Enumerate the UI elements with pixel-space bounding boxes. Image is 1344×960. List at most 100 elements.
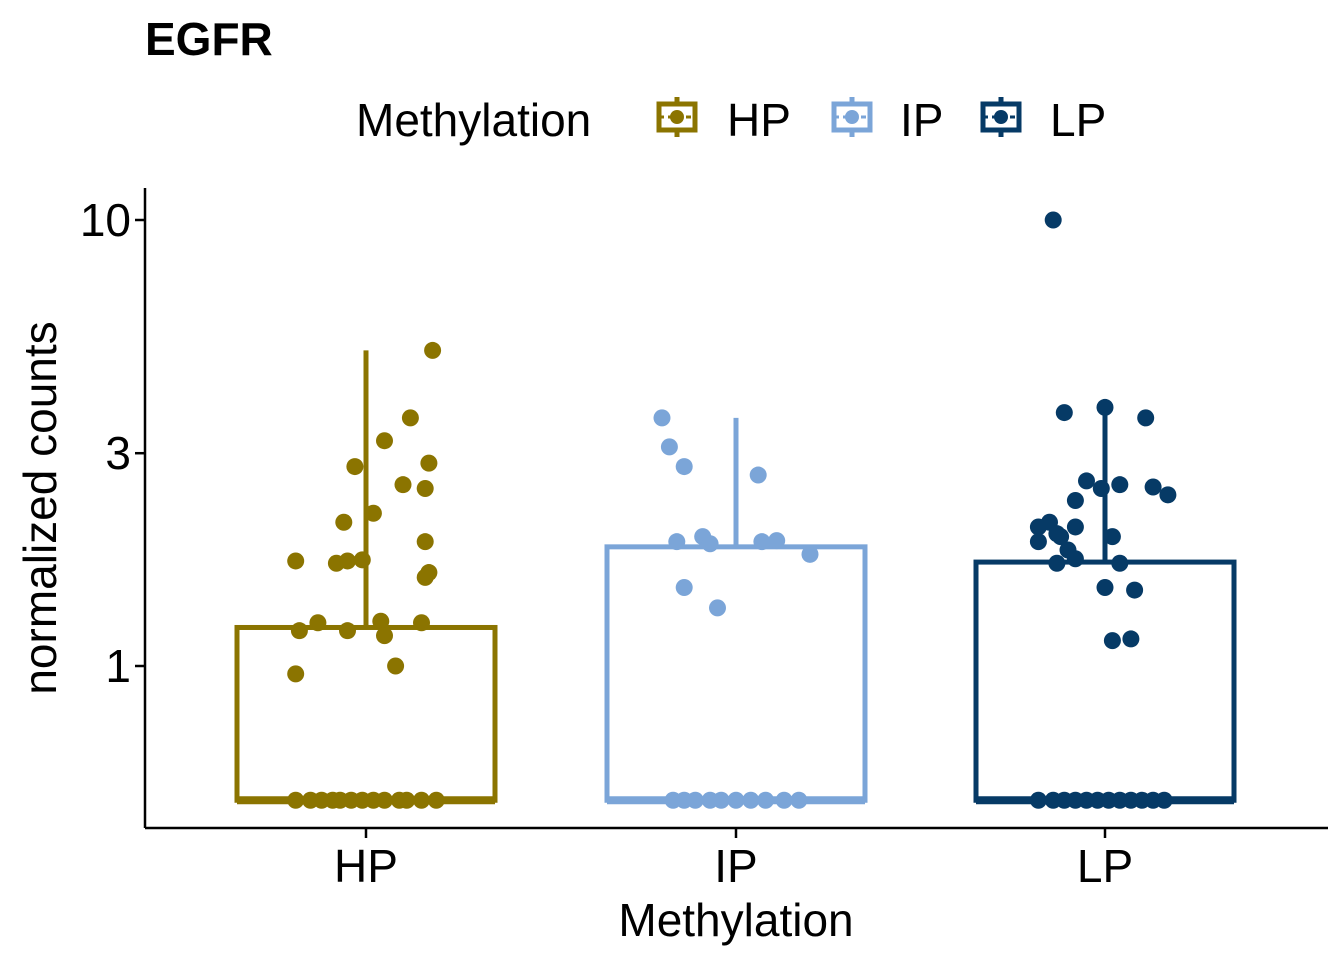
data-point	[768, 532, 786, 550]
data-point	[413, 791, 430, 809]
data-point	[427, 791, 445, 809]
data-point	[709, 599, 726, 617]
data-point	[1066, 550, 1084, 568]
legend-key-lp	[980, 97, 1022, 137]
data-point	[1155, 791, 1173, 809]
box-hp	[234, 350, 498, 805]
y-tick-label: 1	[105, 640, 131, 692]
data-point	[775, 791, 793, 809]
data-point	[1048, 554, 1066, 572]
x-tick-label: LP	[1077, 840, 1133, 892]
data-point	[653, 409, 671, 427]
data-point	[394, 476, 412, 494]
data-point	[1052, 528, 1070, 546]
data-point	[335, 513, 353, 531]
data-point	[1111, 476, 1129, 494]
data-point	[1144, 478, 1162, 496]
legend-key-hp	[656, 97, 698, 137]
data-point	[1044, 211, 1062, 229]
data-point	[701, 535, 719, 553]
data-point	[1029, 791, 1047, 809]
data-point	[416, 533, 434, 551]
data-point	[387, 657, 405, 675]
points-lp	[1029, 211, 1177, 809]
box-lp	[973, 407, 1237, 805]
data-point	[660, 438, 678, 456]
data-point	[376, 432, 393, 450]
data-point	[1126, 581, 1144, 599]
data-point	[372, 612, 390, 630]
data-point	[346, 458, 364, 476]
data-point	[727, 791, 745, 809]
data-point	[1111, 554, 1129, 572]
data-point	[1092, 480, 1110, 498]
data-point	[376, 627, 393, 645]
data-point	[416, 568, 434, 586]
data-point	[686, 791, 704, 809]
legend-label: HP	[727, 94, 791, 146]
data-point	[339, 552, 356, 570]
data-point	[1137, 409, 1155, 427]
data-point	[749, 466, 767, 484]
legend-point	[994, 110, 1008, 124]
data-point	[287, 552, 305, 570]
data-point	[401, 409, 419, 427]
data-point	[1029, 518, 1047, 536]
data-point	[1103, 632, 1121, 650]
y-tick-label: 10	[80, 194, 131, 246]
data-point	[364, 504, 382, 522]
x-tick-label: HP	[334, 840, 398, 892]
data-point	[757, 791, 775, 809]
data-point	[398, 791, 416, 809]
points-hp	[287, 341, 445, 809]
x-tick-label: IP	[714, 840, 757, 892]
box-rect	[234, 624, 498, 803]
data-point	[1103, 528, 1121, 546]
data-point	[1029, 533, 1047, 551]
data-point	[287, 665, 305, 683]
legend-title: Methylation	[356, 94, 591, 146]
data-point	[413, 614, 430, 632]
data-point	[1078, 472, 1095, 490]
y-tick-label: 3	[105, 427, 131, 479]
legend-point	[670, 110, 684, 124]
data-point	[290, 622, 308, 640]
legend-label: LP	[1050, 94, 1106, 146]
data-point	[1096, 578, 1114, 596]
legend: Methylation HP IP LP	[356, 94, 1106, 146]
data-point	[376, 791, 393, 809]
data-point	[287, 791, 305, 809]
legend-label: IP	[900, 94, 943, 146]
legend-point	[845, 110, 859, 124]
plot-area: 1 3 10 HP IP LP	[80, 188, 1328, 892]
data-point	[1159, 486, 1177, 504]
data-point	[424, 341, 442, 359]
data-point	[675, 458, 693, 476]
data-point	[1096, 398, 1114, 416]
box-rect	[973, 559, 1237, 803]
data-point	[742, 791, 760, 809]
data-point	[339, 622, 356, 640]
data-point	[668, 533, 686, 551]
data-point	[1122, 630, 1140, 648]
data-point	[712, 791, 730, 809]
data-point	[790, 791, 808, 809]
data-point	[1066, 492, 1084, 510]
x-axis-label: Methylation	[618, 894, 853, 946]
legend-key-ip	[831, 97, 873, 137]
box-ip	[604, 417, 868, 805]
data-point	[1066, 518, 1084, 536]
points-ip	[653, 409, 819, 809]
box-rect	[604, 544, 868, 803]
data-point	[416, 480, 434, 498]
y-axis-label: normalized counts	[14, 321, 66, 694]
data-point	[675, 578, 693, 596]
data-point	[420, 454, 438, 472]
data-point	[353, 551, 371, 569]
data-point	[1055, 404, 1073, 422]
data-point	[801, 545, 819, 563]
data-point	[309, 614, 327, 632]
data-point	[753, 533, 771, 551]
chart-title: EGFR	[145, 13, 273, 65]
